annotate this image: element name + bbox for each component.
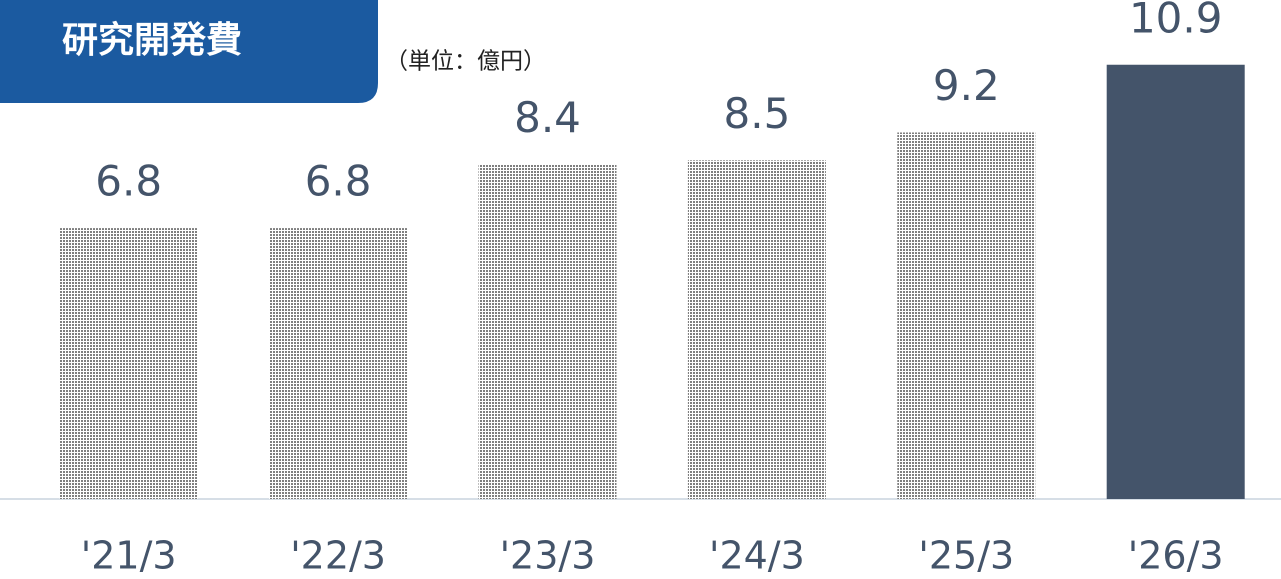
value-label: 6.8: [305, 157, 372, 206]
value-label: 8.5: [724, 89, 791, 138]
x-tick-label: '24/3: [709, 534, 805, 578]
x-tick-label: '26/3: [1128, 534, 1224, 578]
chart-title: 研究開発費: [62, 20, 242, 61]
unit-label: （単位：億円）: [385, 49, 546, 75]
x-tick-label: '22/3: [290, 534, 386, 578]
value-label: 8.4: [514, 93, 581, 142]
value-label: 6.8: [95, 157, 162, 206]
bar: [478, 164, 617, 499]
x-tick-label: '25/3: [918, 534, 1014, 578]
value-label: 9.2: [933, 61, 1000, 110]
bar: [1106, 64, 1245, 499]
title-box: [0, 0, 378, 103]
bar: [59, 228, 198, 499]
bar: [897, 132, 1036, 500]
x-tick-label: '23/3: [500, 534, 596, 578]
x-tick-label: '21/3: [81, 534, 177, 578]
value-label: 10.9: [1129, 0, 1223, 42]
bar: [269, 228, 408, 499]
bar: [687, 160, 826, 500]
